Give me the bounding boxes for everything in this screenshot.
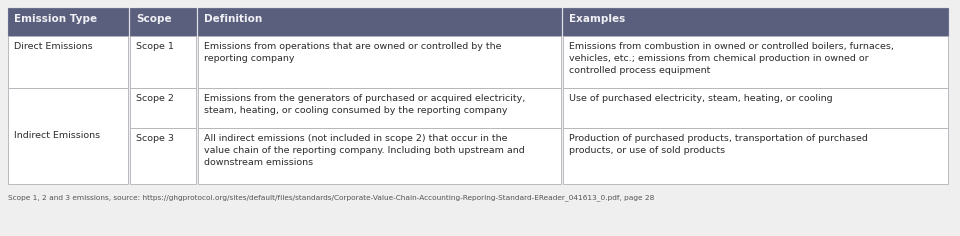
Bar bbox=[8, 88, 128, 184]
Bar bbox=[198, 88, 561, 128]
Bar bbox=[563, 36, 948, 88]
Text: Use of purchased electricity, steam, heating, or cooling: Use of purchased electricity, steam, hea… bbox=[569, 94, 832, 103]
Text: Emissions from the generators of purchased or acquired electricity,
steam, heati: Emissions from the generators of purchas… bbox=[204, 94, 525, 115]
Bar bbox=[198, 8, 561, 36]
Text: Scope 1: Scope 1 bbox=[136, 42, 174, 51]
Bar bbox=[198, 128, 561, 184]
Text: All indirect emissions (not included in scope 2) that occur in the
value chain o: All indirect emissions (not included in … bbox=[204, 134, 525, 167]
Bar bbox=[198, 36, 561, 88]
Text: Definition: Definition bbox=[204, 14, 262, 24]
Text: Scope: Scope bbox=[136, 14, 172, 24]
Text: Emissions from combustion in owned or controlled boilers, furnaces,
vehicles, et: Emissions from combustion in owned or co… bbox=[569, 42, 894, 75]
Text: Emissions from operations that are owned or controlled by the
reporting company: Emissions from operations that are owned… bbox=[204, 42, 501, 63]
Text: Direct Emissions: Direct Emissions bbox=[14, 42, 92, 51]
Bar bbox=[130, 88, 196, 128]
Bar bbox=[8, 8, 128, 36]
Text: Scope 3: Scope 3 bbox=[136, 134, 174, 143]
Bar bbox=[8, 36, 128, 88]
Text: Scope 2: Scope 2 bbox=[136, 94, 174, 103]
Bar bbox=[130, 128, 196, 184]
Text: Production of purchased products, transportation of purchased
products, or use o: Production of purchased products, transp… bbox=[569, 134, 868, 155]
Bar bbox=[130, 8, 196, 36]
Bar bbox=[563, 8, 948, 36]
Text: Examples: Examples bbox=[569, 14, 625, 24]
Bar bbox=[563, 128, 948, 184]
Text: Indirect Emissions: Indirect Emissions bbox=[14, 131, 100, 140]
Bar bbox=[563, 88, 948, 128]
Text: Scope 1, 2 and 3 emissions, source: https://ghgprotocol.org/sites/default/files/: Scope 1, 2 and 3 emissions, source: http… bbox=[8, 194, 655, 201]
Text: Emission Type: Emission Type bbox=[14, 14, 97, 24]
Bar bbox=[130, 36, 196, 88]
